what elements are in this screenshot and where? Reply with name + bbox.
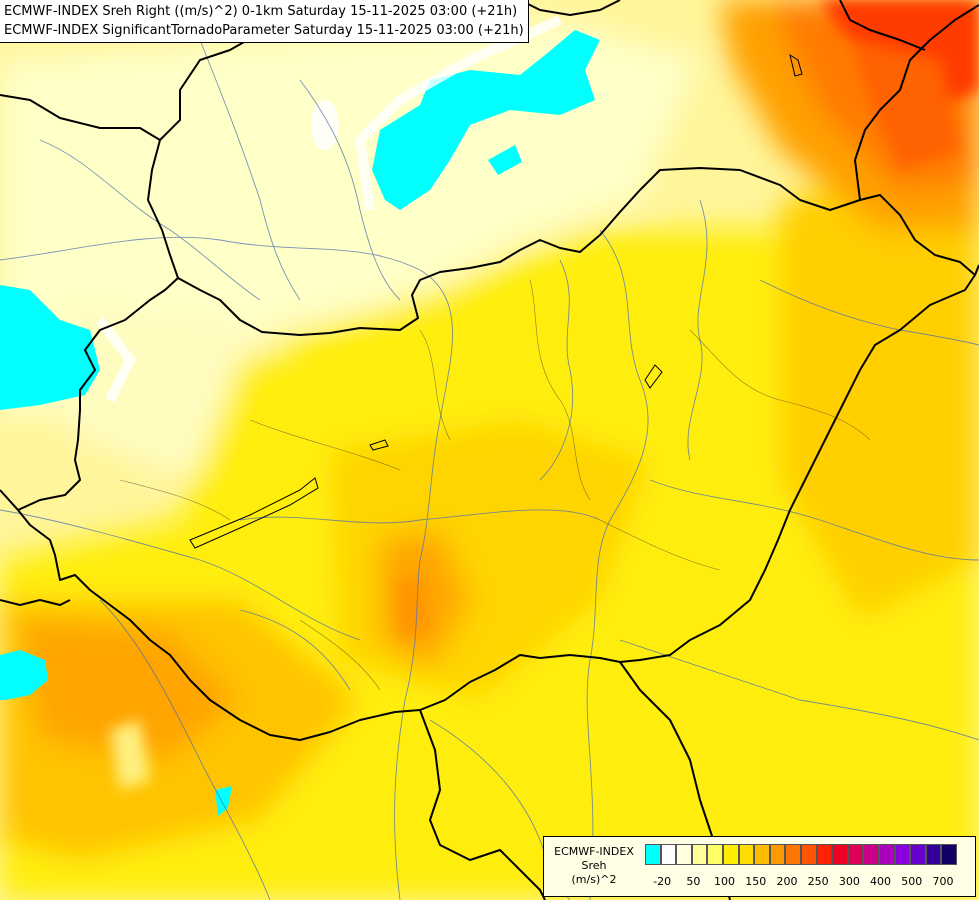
legend-swatch — [941, 844, 957, 865]
legend-variable: Sreh — [581, 859, 607, 872]
border-south-serbia — [419, 709, 546, 900]
legend-swatch — [738, 844, 755, 865]
small-lake-east — [644, 364, 663, 389]
border-ukraine-north — [854, 4, 979, 201]
legend-tick-label: 700 — [932, 875, 954, 888]
border-hungary — [17, 167, 976, 741]
deep-orange-core — [850, 40, 960, 170]
legend-swatch — [894, 844, 911, 865]
legend-swatch — [754, 844, 770, 865]
legend-swatch — [847, 844, 864, 865]
legend-swatch — [769, 844, 786, 865]
orange-core-center — [395, 575, 430, 640]
legend-tick-label: 200 — [776, 875, 798, 888]
balaton-lake — [189, 477, 319, 549]
legend-source: ECMWF-INDEX — [554, 845, 634, 858]
legend-tick-label: 300 — [838, 875, 860, 888]
legend-tick-label: 250 — [807, 875, 829, 888]
rivers — [0, 39, 979, 900]
color-legend: ECMWF-INDEX Sreh (m/s)^2 -20 50 100 150 200 2… — [543, 836, 976, 897]
white-halos — [96, 15, 563, 403]
legend-swatch — [645, 844, 661, 865]
border-south-croatia — [0, 599, 71, 606]
legend-tick-label: 150 — [745, 875, 767, 888]
legend-tick-label: 100 — [714, 875, 736, 888]
border-east — [974, 264, 979, 276]
legend-label: ECMWF-INDEX Sreh (m/s)^2 — [548, 845, 640, 887]
legend-tick-label: 500 — [901, 875, 923, 888]
legend-tick-label: 400 — [870, 875, 892, 888]
legend-ticks: -20 50 100 150 200 250 300 400 500 700 — [645, 875, 975, 891]
border-west-austria — [0, 489, 19, 511]
legend-swatch — [660, 844, 677, 865]
gold-east-region — [780, 160, 979, 620]
cyan-southwest-spot — [0, 650, 48, 700]
legend-color-bar — [645, 844, 957, 866]
small-lake-center — [369, 439, 389, 451]
border-poland — [519, 0, 621, 16]
title-box: ECMWF-INDEX Sreh Right ((m/s)^2) 0-1km S… — [0, 0, 529, 43]
cyan-north-spot — [488, 145, 522, 175]
legend-swatch — [707, 844, 723, 865]
cyan-south-spot — [215, 786, 232, 816]
cyan-north-lake — [372, 30, 600, 210]
field-shading-core — [110, 0, 979, 790]
legend-swatch — [863, 844, 879, 865]
cyan-west-region — [0, 285, 100, 410]
pale-spot-southwest — [110, 720, 150, 790]
legend-unit: (m/s)^2 — [571, 873, 617, 886]
legend-swatch — [878, 844, 895, 865]
white-spot-north — [311, 100, 339, 150]
legend-tick-label: -20 — [653, 875, 672, 888]
legend-swatch — [925, 844, 942, 865]
legend-swatch — [800, 844, 817, 865]
legend-swatch — [785, 844, 801, 865]
legend-swatch — [691, 844, 708, 865]
small-lake-northeast — [789, 53, 803, 77]
legend-tick-label: 50 — [686, 875, 701, 888]
legend-swatch — [676, 844, 692, 865]
title-line-sreh: ECMWF-INDEX Sreh Right ((m/s)^2) 0-1km S… — [4, 4, 518, 19]
legend-swatch — [910, 844, 926, 865]
legend-swatch — [832, 844, 848, 865]
lakes — [189, 53, 803, 549]
orange-southwest-patch — [20, 620, 240, 760]
title-line-stp: ECMWF-INDEX SignificantTornadoParameter … — [4, 23, 524, 38]
cyan-regions — [0, 30, 600, 816]
border-northeast-top — [839, 0, 926, 51]
admin-borders — [119, 279, 871, 691]
legend-swatch — [722, 844, 739, 865]
legend-swatch — [816, 844, 833, 865]
